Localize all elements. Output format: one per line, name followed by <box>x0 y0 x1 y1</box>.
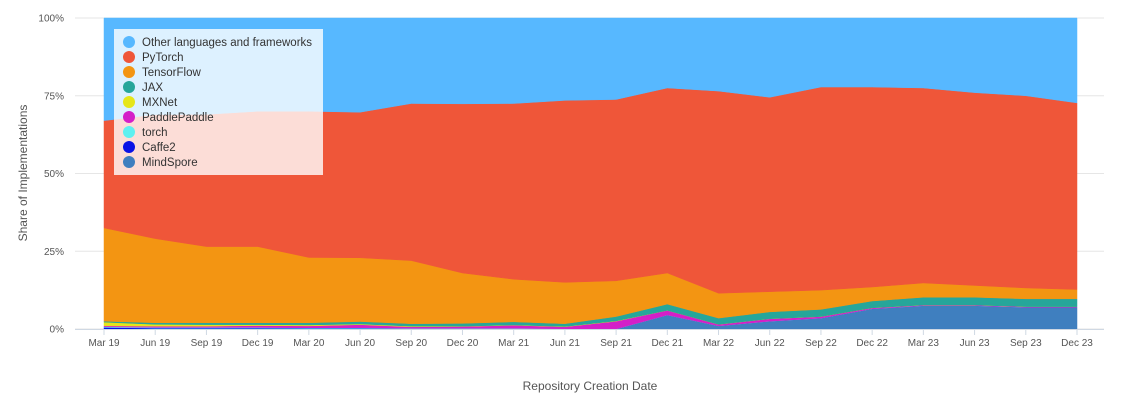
legend-label: MXNet <box>142 97 178 109</box>
y-axis-title: Share of Implementations <box>16 105 30 242</box>
legend-label: Other languages and frameworks <box>142 37 312 49</box>
x-tick-label: Jun 19 <box>140 338 170 349</box>
legend-label: PaddlePaddle <box>142 112 214 124</box>
legend-item-mxnet[interactable]: MXNet <box>123 96 178 109</box>
legend-marker <box>123 141 135 153</box>
x-tick-label: Sep 19 <box>191 338 223 349</box>
legend-item-jax[interactable]: JAX <box>123 81 163 94</box>
y-tick-label: 0% <box>50 325 65 336</box>
x-tick-label: Dec 19 <box>242 338 274 349</box>
x-tick-label: Dec 20 <box>447 338 479 349</box>
legend-item-other-languages-and-frameworks[interactable]: Other languages and frameworks <box>123 36 312 49</box>
legend-label: torch <box>142 127 168 139</box>
axes: 0% 25% 50% 75% 100% Mar 19 Jun 19 Sep 19 Dec 19 M… <box>38 14 1104 349</box>
legend-marker <box>123 126 135 138</box>
legend-marker <box>123 111 135 123</box>
legend-label: JAX <box>142 82 163 94</box>
legend-marker <box>123 96 135 108</box>
x-tick-label: Jun 20 <box>345 338 375 349</box>
legend-label: Caffe2 <box>142 142 176 154</box>
legend-item-pytorch[interactable]: PyTorch <box>123 51 184 64</box>
y-tick-label: 100% <box>38 14 64 25</box>
legend-label: TensorFlow <box>142 67 201 79</box>
x-tick-label: Mar 20 <box>293 338 325 349</box>
legend-marker <box>123 156 135 168</box>
legend-item-paddlepaddle[interactable]: PaddlePaddle <box>123 111 214 124</box>
stacked-areas <box>103 17 1078 330</box>
x-tick-label: Sep 22 <box>805 338 837 349</box>
legend-label: PyTorch <box>142 52 184 64</box>
x-tick-label: Mar 22 <box>703 338 735 349</box>
legend-box <box>114 29 323 175</box>
y-tick-label: 50% <box>44 169 64 180</box>
legend-item-caffe2[interactable]: Caffe2 <box>123 141 176 154</box>
area-other-languages-and-frameworks <box>103 17 1078 121</box>
legend-label: MindSpore <box>142 157 198 169</box>
legend-marker <box>123 66 135 78</box>
y-tick-label: 75% <box>44 91 64 102</box>
legend-marker <box>123 36 135 48</box>
x-tick-label: Sep 21 <box>600 338 632 349</box>
x-tick-label: Jun 21 <box>550 338 580 349</box>
x-tick-label: Dec 23 <box>1061 338 1093 349</box>
legend-item-mindspore[interactable]: MindSpore <box>123 156 198 169</box>
legend-marker <box>123 81 135 93</box>
x-tick-label: Mar 21 <box>498 338 530 349</box>
y-tick-label: 25% <box>44 247 64 258</box>
x-tick-label: Jun 23 <box>960 338 990 349</box>
x-tick-label: Mar 19 <box>88 338 120 349</box>
legend-marker <box>123 51 135 63</box>
x-tick-label: Sep 23 <box>1010 338 1042 349</box>
x-tick-label: Dec 21 <box>651 338 683 349</box>
legend: Other languages and frameworks PyTorch Ten… <box>114 29 323 175</box>
x-tick-label: Dec 22 <box>856 338 888 349</box>
legend-item-torch[interactable]: torch <box>123 126 168 139</box>
legend-item-tensorflow[interactable]: TensorFlow <box>123 66 201 79</box>
x-axis-title: Repository Creation Date <box>523 379 658 393</box>
x-tick-label: Jun 22 <box>755 338 785 349</box>
x-tick-label: Mar 23 <box>908 338 940 349</box>
x-tick-label: Sep 20 <box>395 338 427 349</box>
